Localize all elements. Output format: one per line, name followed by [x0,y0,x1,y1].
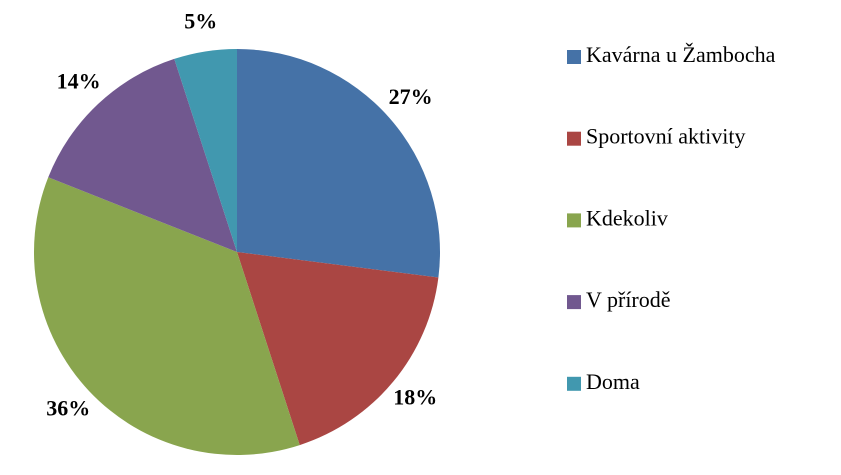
data-label: 27% [389,84,433,109]
data-label: 5% [184,8,217,33]
legend-swatch [567,295,581,310]
legend-label: Kavárna u Žambocha [586,42,776,67]
legend-label: Kdekoliv [586,205,668,230]
legend-label: Sportovní aktivity [586,124,746,149]
pie-slice [48,58,238,252]
pie-slice [237,252,439,446]
data-label: 36% [46,395,90,420]
pie-slice [237,49,440,278]
data-label: 14% [57,68,101,93]
pie-slice [34,177,300,455]
legend-swatch [567,131,581,146]
legend-label: V přírodě [586,287,671,312]
legend-swatch [567,50,581,64]
legend-swatch [567,213,581,228]
pie-slice [174,49,237,252]
data-label: 18% [393,385,437,410]
legend-label: Doma [586,369,640,394]
legend-swatch [567,376,581,391]
